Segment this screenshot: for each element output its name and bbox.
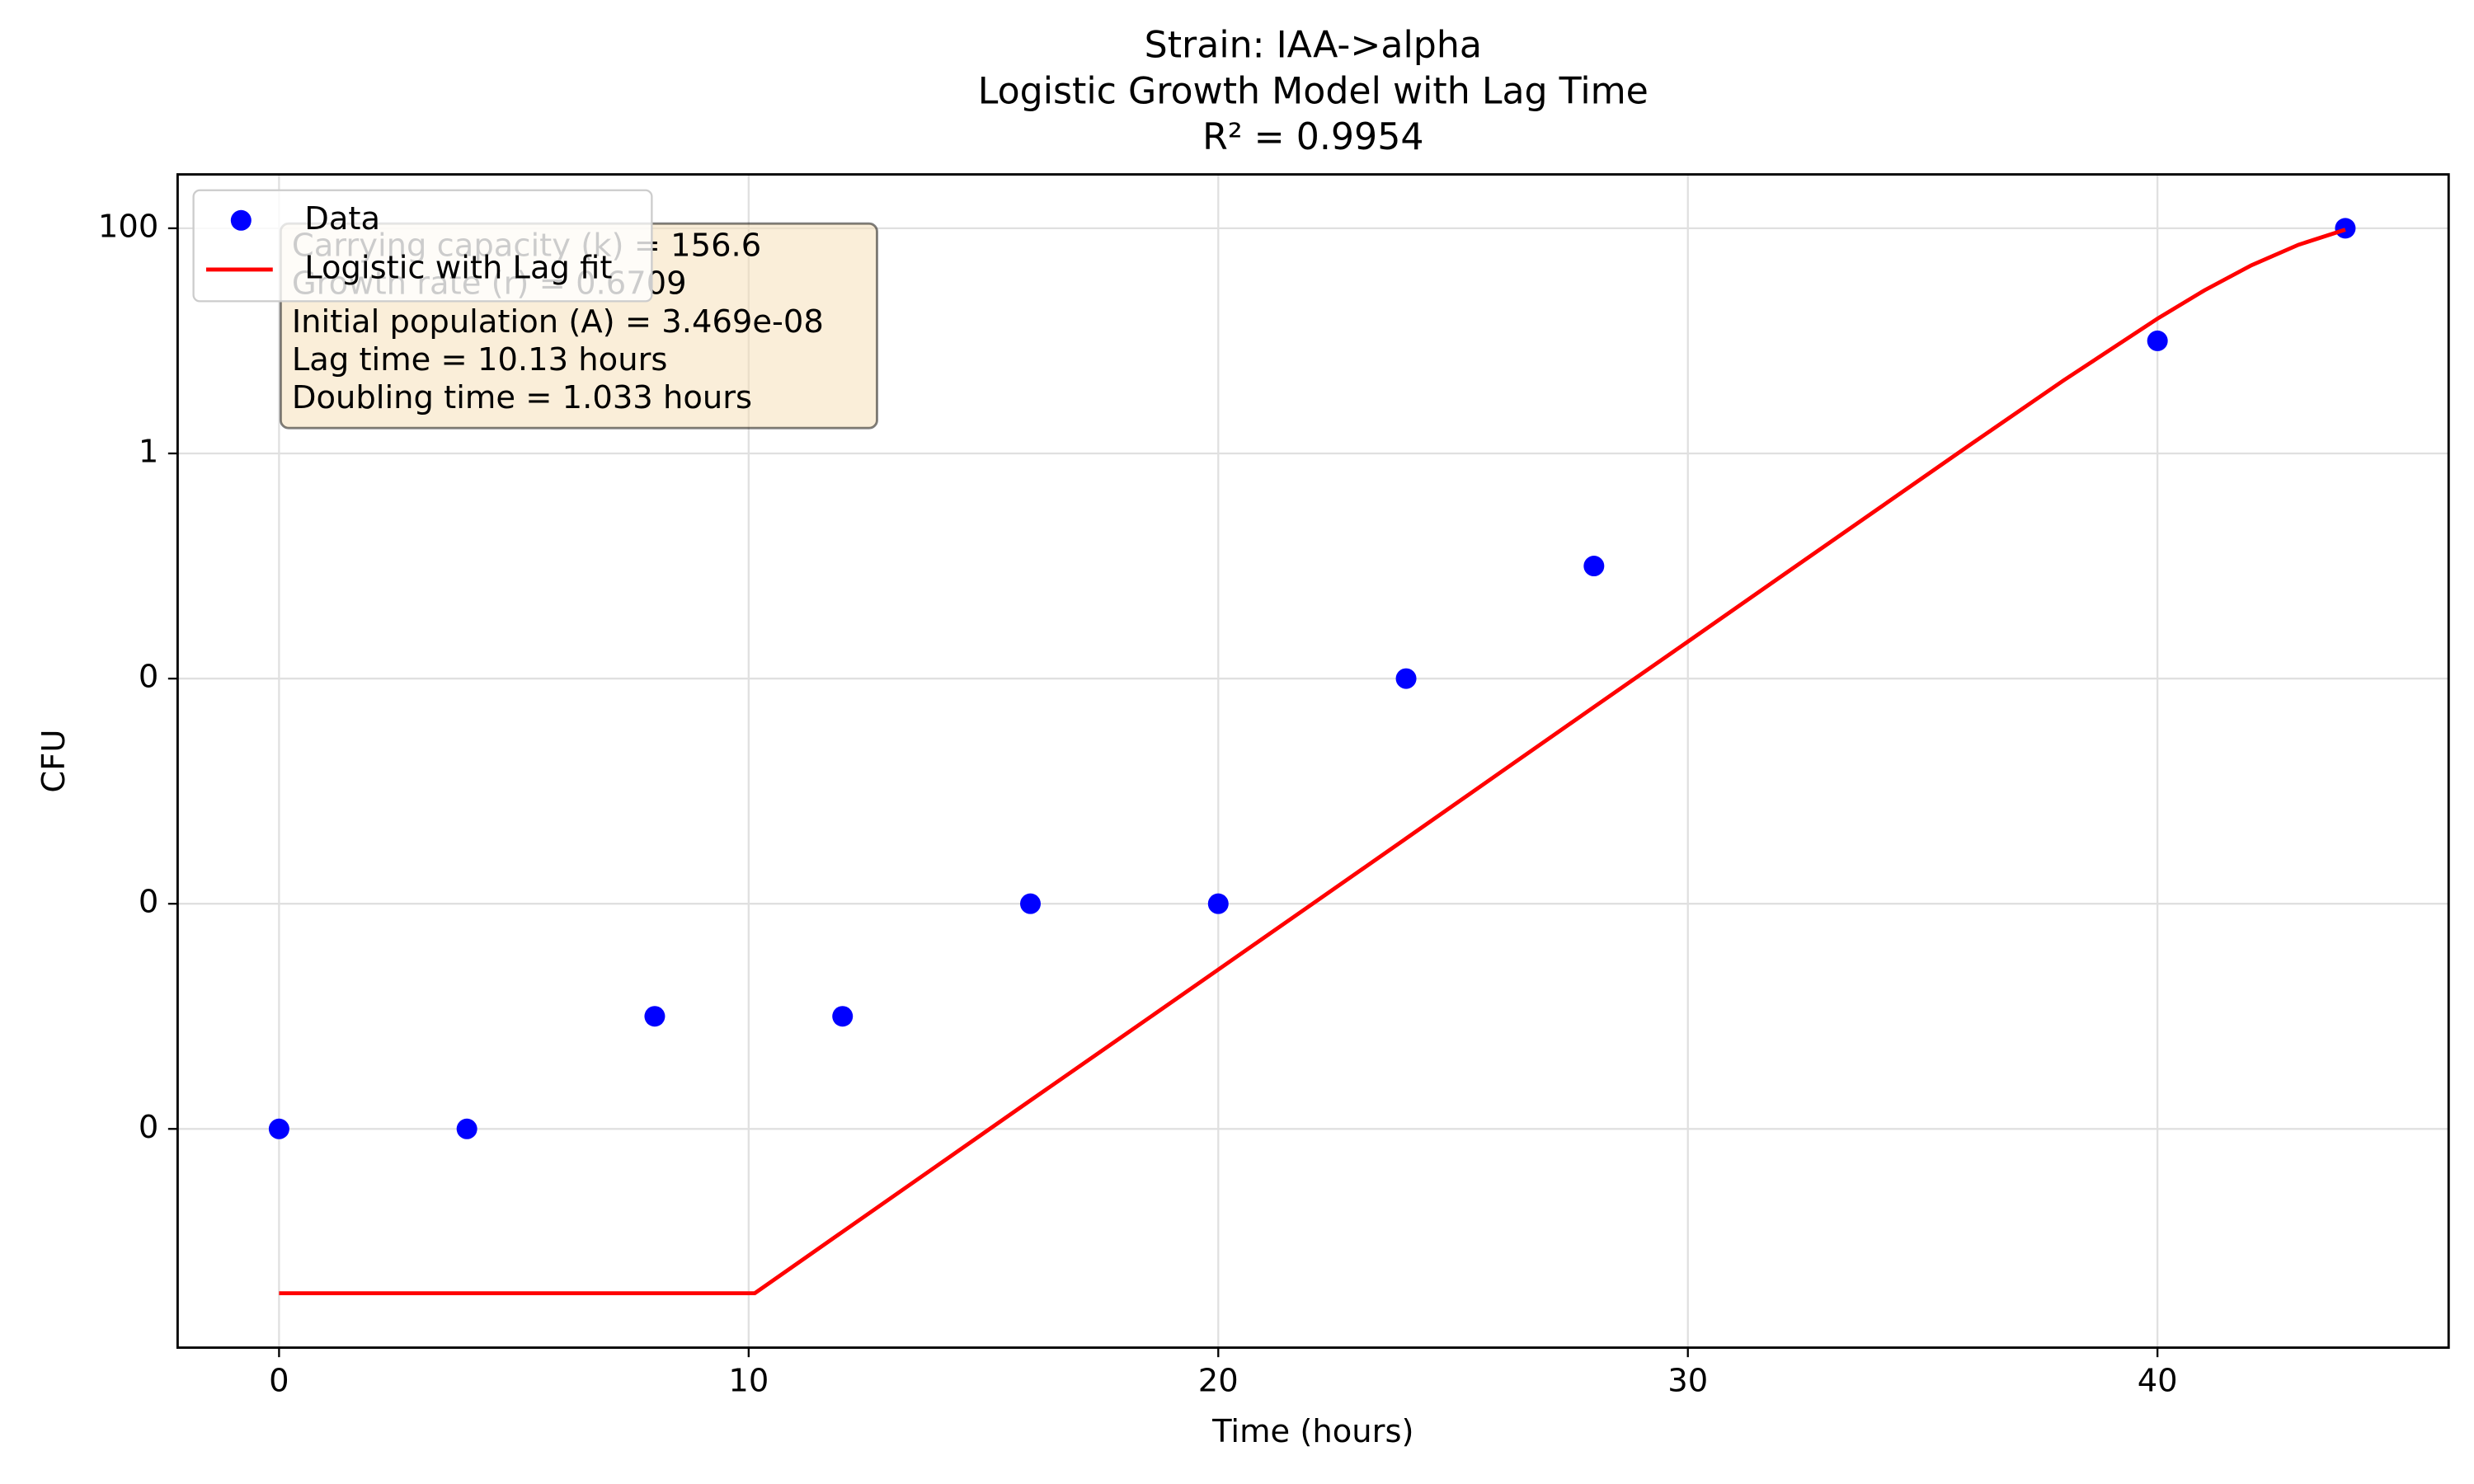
legend-label: Logistic with Lag fit <box>304 249 612 286</box>
annotation-text: Initial population (A) = 3.469e-08 <box>292 303 824 340</box>
data-point <box>832 1006 854 1027</box>
data-point <box>1583 556 1605 577</box>
annotation-text: Doubling time = 1.033 hours <box>292 379 752 416</box>
chart-title: R² = 0.9954 <box>1202 116 1423 158</box>
data-point <box>2147 330 2168 351</box>
data-point <box>1207 893 1229 914</box>
legend-marker <box>230 209 252 231</box>
fit-line <box>279 228 2346 1296</box>
y-tick-label: 100 <box>98 208 158 245</box>
x-axis-label: Time (hours) <box>1211 1413 1413 1450</box>
chart-title: Logistic Growth Model with Lag Time <box>978 70 1649 112</box>
y-tick-label: 1 <box>139 433 158 470</box>
plot-frame <box>176 173 2450 1350</box>
chart-title: Strain: IAA->alpha <box>1145 25 1482 67</box>
y-tick-label: 0 <box>139 884 158 921</box>
x-tick-label: 30 <box>1667 1362 1708 1399</box>
legend-box <box>192 189 653 303</box>
y-axis-label: CFU <box>35 730 73 793</box>
x-tick-label: 10 <box>728 1362 769 1399</box>
y-tick-label: 0 <box>139 659 158 696</box>
x-tick-label: 40 <box>2138 1362 2178 1399</box>
data-point <box>456 1118 477 1139</box>
legend-label: Data <box>304 200 380 237</box>
data-point <box>2335 218 2356 239</box>
data-point <box>644 1006 666 1027</box>
annotation-text: Lag time = 10.13 hours <box>292 341 668 378</box>
data-point <box>268 1118 289 1139</box>
data-point <box>1395 668 1417 689</box>
x-tick-label: 0 <box>269 1362 289 1399</box>
data-point <box>1020 893 1042 914</box>
y-tick-label: 0 <box>139 1109 158 1146</box>
x-tick-label: 20 <box>1198 1362 1239 1399</box>
